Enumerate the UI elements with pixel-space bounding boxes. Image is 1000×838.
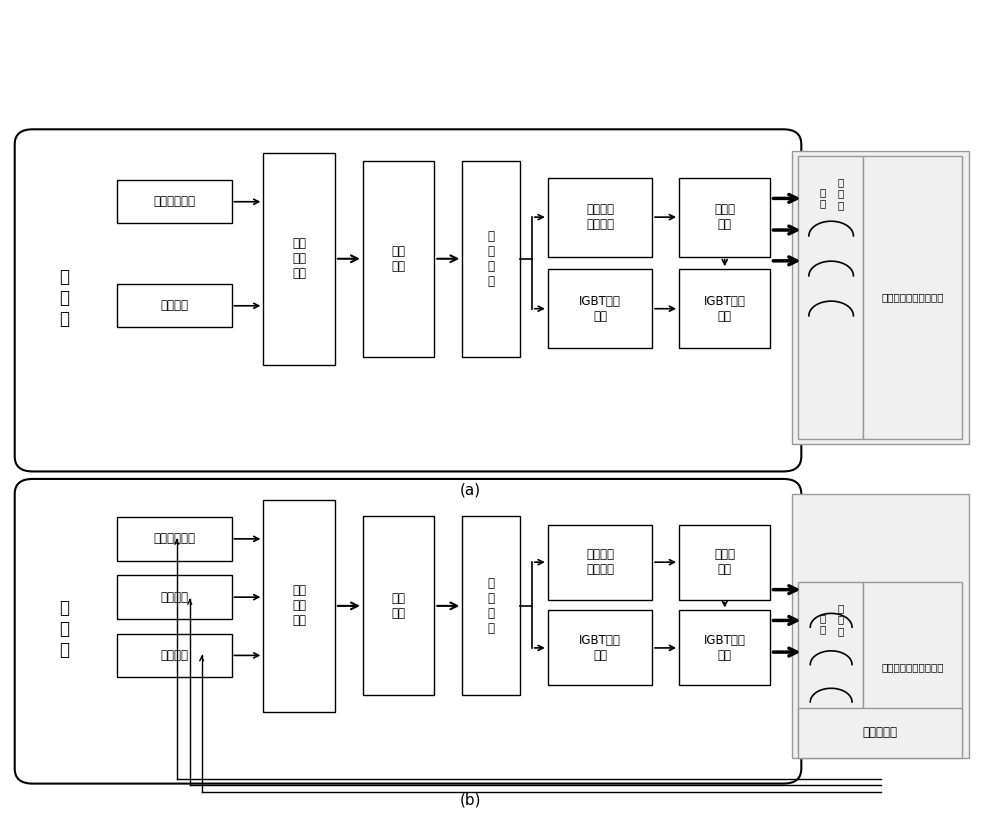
Text: 光
电
隔
离: 光 电 隔 离 (488, 230, 495, 287)
FancyBboxPatch shape (863, 582, 962, 753)
FancyBboxPatch shape (548, 610, 652, 685)
FancyBboxPatch shape (798, 708, 962, 758)
FancyBboxPatch shape (462, 161, 520, 356)
Text: IGBT触发
控制: IGBT触发 控制 (579, 295, 621, 323)
FancyBboxPatch shape (462, 516, 520, 696)
Text: 控制
单元: 控制 单元 (392, 245, 406, 272)
Text: 储能电
容器: 储能电 容器 (714, 203, 735, 231)
Text: 模拟
信号
调理: 模拟 信号 调理 (292, 237, 306, 280)
Text: 三相分立控制式断路器: 三相分立控制式断路器 (881, 292, 944, 303)
FancyBboxPatch shape (863, 156, 962, 439)
Text: 电容充电
控制单元: 电容充电 控制单元 (586, 203, 614, 231)
FancyBboxPatch shape (792, 494, 969, 758)
FancyBboxPatch shape (263, 153, 335, 365)
FancyBboxPatch shape (548, 178, 652, 256)
FancyBboxPatch shape (798, 582, 863, 753)
FancyBboxPatch shape (548, 525, 652, 600)
Text: 断
路
器: 断 路 器 (837, 603, 844, 636)
Text: 储能电
容器: 储能电 容器 (714, 548, 735, 577)
Text: 电容充电电流: 电容充电电流 (153, 532, 195, 546)
Text: IGBT控制
输徧: IGBT控制 输徧 (704, 295, 746, 323)
Text: 线
圈: 线 圈 (820, 187, 826, 209)
FancyBboxPatch shape (679, 269, 770, 349)
FancyBboxPatch shape (548, 269, 652, 349)
Text: (b): (b) (459, 793, 481, 808)
Text: 控制
单元: 控制 单元 (392, 592, 406, 620)
Text: 位移传感器: 位移传感器 (863, 727, 898, 739)
FancyBboxPatch shape (363, 161, 434, 356)
Text: IGBT控制
输徧: IGBT控制 输徧 (704, 634, 746, 662)
FancyBboxPatch shape (263, 499, 335, 712)
FancyBboxPatch shape (117, 576, 232, 618)
FancyBboxPatch shape (792, 151, 969, 444)
Text: 位移数据: 位移数据 (160, 649, 188, 662)
FancyBboxPatch shape (117, 634, 232, 677)
Text: 断
路
器: 断 路 器 (837, 177, 844, 210)
FancyBboxPatch shape (798, 156, 863, 439)
Text: 三相分立控制式断路器: 三相分立控制式断路器 (881, 663, 944, 672)
Text: 电容电压: 电容电压 (160, 299, 188, 313)
FancyBboxPatch shape (363, 516, 434, 696)
Text: 线
圈: 线 圈 (820, 613, 826, 634)
FancyBboxPatch shape (15, 129, 801, 472)
Text: 控
制
器: 控 制 器 (59, 599, 69, 659)
FancyBboxPatch shape (679, 610, 770, 685)
Text: 电容电压: 电容电压 (160, 591, 188, 603)
FancyBboxPatch shape (15, 479, 801, 784)
FancyBboxPatch shape (679, 178, 770, 256)
FancyBboxPatch shape (117, 284, 232, 328)
Text: IGBT触发
控制: IGBT触发 控制 (579, 634, 621, 662)
Text: 电容充电电流: 电容充电电流 (153, 195, 195, 208)
FancyBboxPatch shape (117, 180, 232, 224)
Text: 控
制
器: 控 制 器 (59, 268, 69, 328)
Text: (a): (a) (460, 482, 481, 497)
FancyBboxPatch shape (679, 525, 770, 600)
Text: 光
电
隔
离: 光 电 隔 离 (488, 577, 495, 635)
Text: 电容充电
控制单元: 电容充电 控制单元 (586, 548, 614, 577)
Text: 模拟
信号
调理: 模拟 信号 调理 (292, 584, 306, 628)
FancyBboxPatch shape (117, 517, 232, 561)
